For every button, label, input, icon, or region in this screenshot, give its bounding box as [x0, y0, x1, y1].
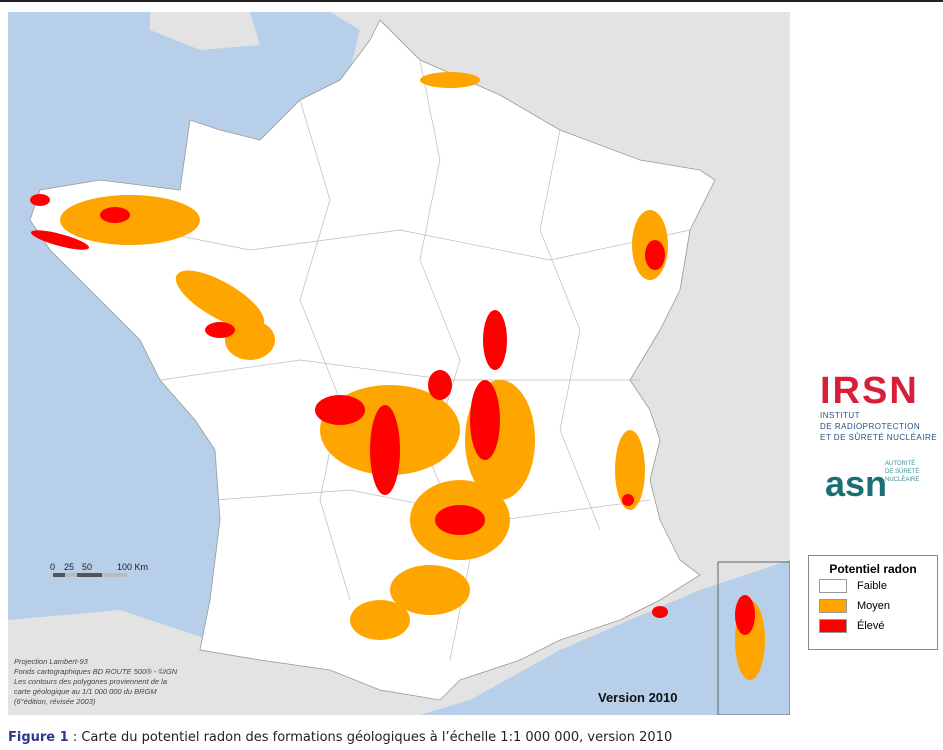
- source-line: Fonds cartographiques BD ROUTE 500® - ©I…: [14, 667, 178, 676]
- scale-label: 0: [50, 562, 55, 572]
- irsn-line: ET DE SÛRETÉ NUCLÉAIRE: [820, 433, 938, 442]
- asn-line: NUCLÉAIRE: [885, 477, 920, 483]
- caption: Figure 1 : Carte du potentiel radon des …: [8, 730, 672, 745]
- source-line: carte géologique au 1/1 000 000 du BRGM: [14, 687, 157, 696]
- scale-label: 100 Km: [117, 562, 148, 572]
- legend-item: Élevé: [819, 616, 937, 636]
- irsn-name: IRSN: [820, 370, 919, 412]
- irsn-line: DE RADIOPROTECTION: [820, 422, 921, 431]
- legend-label: Moyen: [857, 600, 891, 612]
- asn-line: AUTORITÉ: [885, 461, 916, 467]
- irsn-line: INSTITUT: [820, 411, 860, 420]
- source-line: (6°édition, révisée 2003): [14, 697, 96, 706]
- radon-map: 0 25 50 100 Km Projection Lambert-93 Fon…: [8, 12, 790, 715]
- source-line: Projection Lambert-93: [14, 657, 89, 666]
- scale-label: 50: [82, 562, 92, 572]
- caption-label: Figure 1: [8, 730, 69, 745]
- legend-swatch: [819, 599, 847, 613]
- legend-item: Moyen: [819, 596, 937, 616]
- irsn-logo: IRSN INSTITUT DE RADIOPROTECTION ET DE S…: [820, 372, 937, 443]
- version: Version 2010: [598, 690, 678, 705]
- legend-swatch: [819, 579, 847, 593]
- source-line: Les contours des polygones proviennent d…: [14, 677, 167, 686]
- legend-label: Faible: [857, 580, 887, 592]
- legend-title: Potentiel radon: [829, 562, 917, 576]
- asn-name: asn: [825, 463, 888, 504]
- asn-logo: asn AUTORITÉ DE SÛRETÉ NUCLÉAIRE: [815, 455, 925, 515]
- legend-swatch: [819, 619, 847, 633]
- legend: Potentiel radon Faible Moyen Élevé: [808, 555, 938, 650]
- top-rule: [0, 0, 943, 2]
- caption-text: : Carte du potentiel radon des formation…: [68, 730, 673, 745]
- scale-label: 25: [64, 562, 74, 572]
- legend-label: Élevé: [857, 620, 885, 632]
- legend-item: Faible: [819, 576, 937, 596]
- asn-line: DE SÛRETÉ: [885, 469, 920, 475]
